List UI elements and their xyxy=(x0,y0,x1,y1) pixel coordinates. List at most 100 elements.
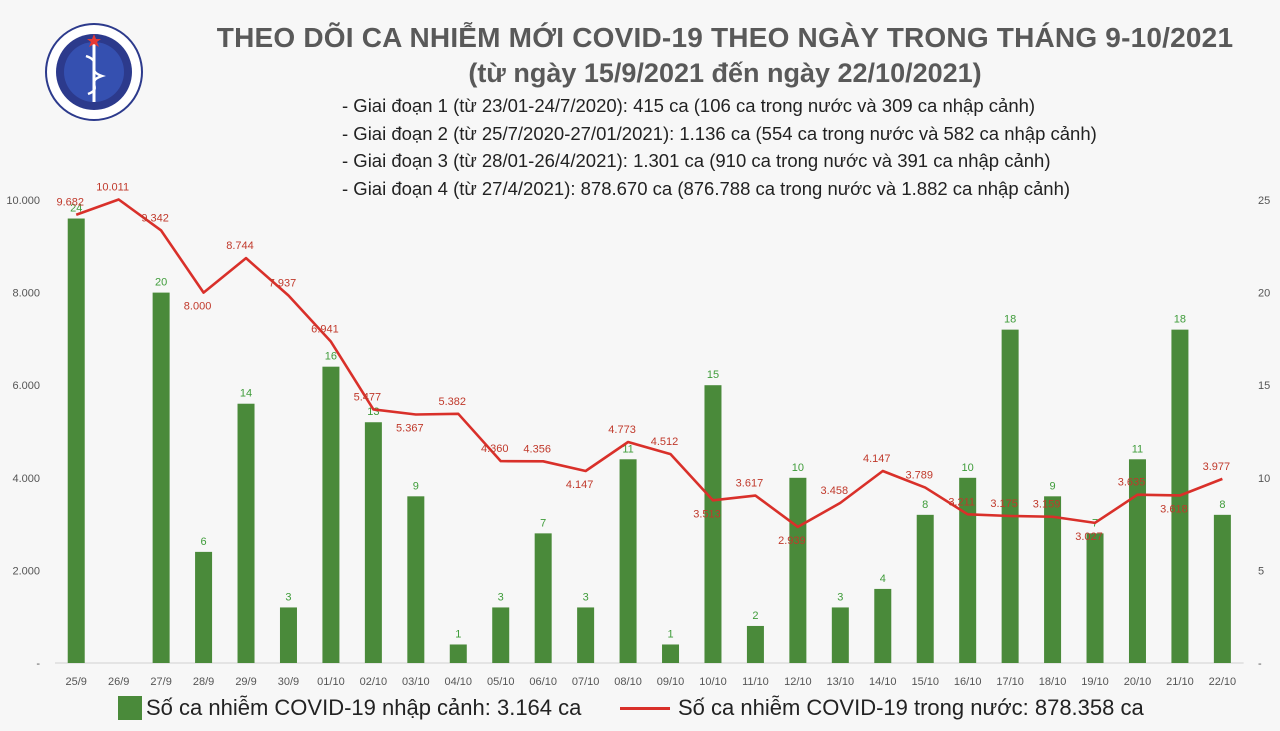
bar-value-label: 18 xyxy=(1004,314,1016,326)
line-value-label: 3.617 xyxy=(736,478,764,490)
legend-bar-swatch xyxy=(118,696,142,720)
bar-value-label: 7 xyxy=(540,517,546,529)
line-value-label: 3.789 xyxy=(905,470,933,482)
x-tick-label: 07/10 xyxy=(572,676,600,688)
x-tick-label: 08/10 xyxy=(614,676,642,688)
x-tick-label: 16/10 xyxy=(954,676,982,688)
x-tick-label: 03/10 xyxy=(402,676,430,688)
bar-imported-28/9 xyxy=(195,551,213,663)
bar-value-label: 10 xyxy=(792,462,804,474)
phase-summary-list: - Giai đoạn 1 (từ 23/01-24/7/2020): 415 … xyxy=(342,92,1097,202)
ministry-of-health-logo xyxy=(45,23,143,121)
bar-value-label: 15 xyxy=(707,369,719,381)
legend-imported-label: Số ca nhiễm COVID-19 nhập cảnh: 3.164 ca xyxy=(146,695,582,720)
bar-value-label: 16 xyxy=(325,351,337,363)
bar-value-label: 6 xyxy=(201,536,207,548)
bar-imported-06/10 xyxy=(534,533,552,663)
line-value-label: 2.939 xyxy=(778,535,806,547)
bar-value-label: 14 xyxy=(240,388,252,400)
x-tick-label: 30/9 xyxy=(278,676,299,688)
bar-imported-08/10 xyxy=(619,459,637,663)
x-tick-label: 19/10 xyxy=(1081,676,1109,688)
chart-legend: Số ca nhiễm COVID-19 nhập cảnh: 3.164 ca… xyxy=(0,695,1280,729)
bar-value-label: 10 xyxy=(962,462,974,474)
line-value-label: 5.477 xyxy=(354,391,382,403)
bar-imported-19/10 xyxy=(1086,533,1104,663)
line-value-label: 3.977 xyxy=(1203,461,1231,473)
y-right-tick-label: 5 xyxy=(1258,565,1264,577)
y-right-tick-label: - xyxy=(1258,658,1262,670)
line-value-label: 10.011 xyxy=(96,181,129,193)
line-value-label: 4.360 xyxy=(481,443,509,455)
bar-value-label: 3 xyxy=(837,591,843,603)
bar-imported-01/10 xyxy=(322,366,340,663)
bar-imported-04/10 xyxy=(449,644,467,663)
legend-imported-cases: Số ca nhiễm COVID-19 nhập cảnh: 3.164 ca xyxy=(118,695,581,721)
chart-title: THEO DÕI CA NHIỄM MỚI COVID-19 THEO NGÀY… xyxy=(216,22,1234,53)
bar-imported-27/9 xyxy=(152,292,170,663)
line-value-label: 5.367 xyxy=(396,423,424,435)
bar-value-label: 8 xyxy=(1219,499,1225,511)
bar-imported-02/10 xyxy=(364,422,382,663)
line-value-label: 3.635 xyxy=(1118,477,1146,489)
y-right-tick-label: 25 xyxy=(1258,195,1270,207)
line-value-label: 4.147 xyxy=(566,479,594,491)
bar-imported-03/10 xyxy=(407,496,425,663)
bar-value-label: 11 xyxy=(1132,443,1143,455)
line-value-label: 3.175 xyxy=(990,498,1018,510)
legend-line-swatch xyxy=(620,706,670,710)
y-left-tick-label: 10.000 xyxy=(6,195,40,207)
bar-value-label: 2 xyxy=(752,610,758,622)
line-value-label: 3.159 xyxy=(1033,499,1061,511)
x-tick-label: 02/10 xyxy=(360,676,388,688)
x-tick-label: 10/10 xyxy=(699,676,727,688)
bar-value-label: 3 xyxy=(285,591,291,603)
line-value-label: 8.744 xyxy=(226,240,254,252)
y-left-tick-label: 2.000 xyxy=(12,565,40,577)
x-tick-label: 05/10 xyxy=(487,676,515,688)
y-left-tick-label: - xyxy=(36,658,40,670)
line-value-label: 3.458 xyxy=(821,485,849,497)
x-tick-label: 04/10 xyxy=(445,676,473,688)
bar-value-label: 8 xyxy=(922,499,928,511)
bar-imported-10/10 xyxy=(704,385,722,663)
bar-value-label: 3 xyxy=(498,591,504,603)
x-tick-label: 01/10 xyxy=(317,676,345,688)
line-value-label: 6.941 xyxy=(311,324,339,336)
x-tick-label: 21/10 xyxy=(1166,676,1194,688)
line-domestic-cases xyxy=(75,198,1223,529)
bar-imported-13/10 xyxy=(831,607,849,663)
x-tick-label: 22/10 xyxy=(1209,676,1237,688)
line-value-label: 9.342 xyxy=(141,212,169,224)
x-tick-label: 17/10 xyxy=(996,676,1024,688)
bar-imported-16/10 xyxy=(959,477,977,663)
y-right-tick-label: 20 xyxy=(1258,288,1270,300)
line-value-label: 4.512 xyxy=(651,436,679,448)
line-value-label: 4.356 xyxy=(523,443,551,455)
x-tick-label: 14/10 xyxy=(869,676,897,688)
legend-domestic-cases: Số ca nhiễm COVID-19 trong nước: 878.358… xyxy=(620,695,1144,721)
x-tick-label: 13/10 xyxy=(827,676,855,688)
bar-imported-14/10 xyxy=(874,588,892,663)
x-tick-label: 26/9 xyxy=(108,676,129,688)
legend-domestic-label: Số ca nhiễm COVID-19 trong nước: 878.358… xyxy=(678,695,1144,720)
x-tick-label: 15/10 xyxy=(911,676,939,688)
bar-imported-09/10 xyxy=(662,644,680,663)
line-value-label: 5.382 xyxy=(439,396,467,408)
line-value-label: 4.773 xyxy=(608,424,636,436)
x-tick-label: 29/9 xyxy=(235,676,256,688)
bar-value-label: 4 xyxy=(880,573,886,585)
bar-imported-29/9 xyxy=(237,403,255,663)
line-value-label: 7.937 xyxy=(269,278,297,290)
bar-imported-25/9 xyxy=(67,218,85,663)
bar-imported-15/10 xyxy=(916,514,934,663)
bar-imported-17/10 xyxy=(1001,329,1019,663)
phase-3-summary: - Giai đoạn 3 (từ 28/01-26/4/2021): 1.30… xyxy=(342,150,1051,171)
bar-value-label: 9 xyxy=(413,480,419,492)
x-tick-label: 12/10 xyxy=(784,676,812,688)
y-left-tick-label: 8.000 xyxy=(12,288,40,300)
bar-imported-05/10 xyxy=(492,607,510,663)
y-right-tick-label: 15 xyxy=(1258,380,1270,392)
x-tick-label: 27/9 xyxy=(150,676,171,688)
